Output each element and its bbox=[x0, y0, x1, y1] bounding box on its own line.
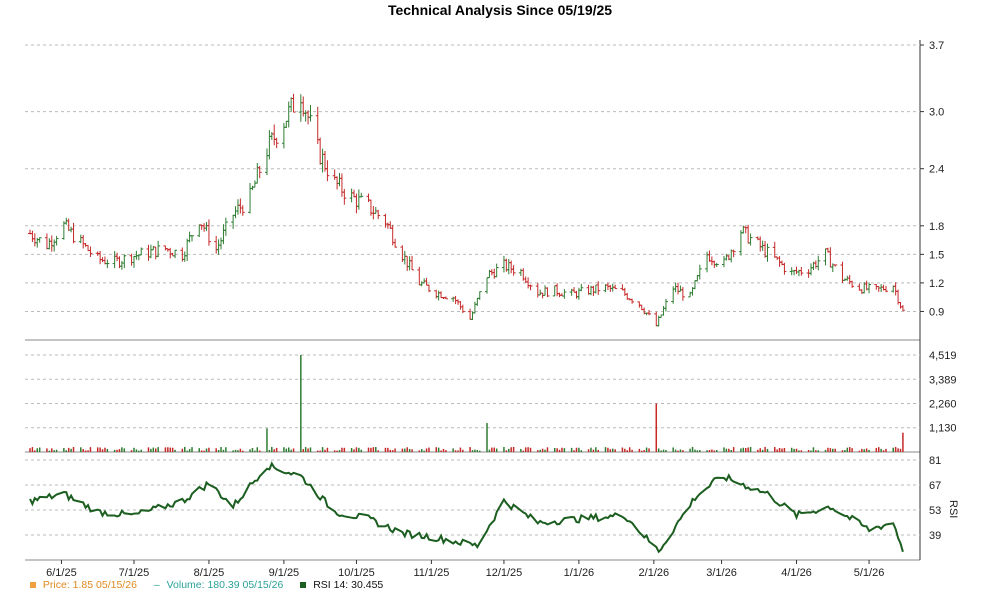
legend-price-text: Price: 1.85 05/15/26 bbox=[42, 579, 137, 591]
rsi-tick-label: 39 bbox=[929, 530, 941, 542]
rsi-tick-label: 67 bbox=[929, 480, 941, 492]
price-tick-label: 1.5 bbox=[929, 249, 944, 261]
rsi-marker-icon bbox=[300, 582, 307, 589]
price-tick-label: 0.9 bbox=[929, 306, 944, 318]
legend-rsi: RSI 14: 30.455 bbox=[300, 579, 383, 591]
rsi-line bbox=[29, 461, 904, 554]
x-tick-label: 7/1/25 bbox=[119, 567, 150, 579]
volume-tick-label: 3,389 bbox=[929, 374, 957, 386]
x-tick-label: 3/1/26 bbox=[706, 567, 737, 579]
legend-volume-text: Volume: 180.39 05/15/26 bbox=[166, 579, 284, 591]
x-tick-label: 8/1/25 bbox=[194, 567, 225, 579]
legend-rsi-text: RSI 14: 30.455 bbox=[313, 579, 384, 591]
price-tick-label: 1.2 bbox=[929, 278, 944, 290]
chart-title: Technical Analysis Since 05/19/25 bbox=[387, 2, 613, 18]
chart-legend: Price: 1.85 05/15/26 – Volume: 180.39 05… bbox=[30, 579, 397, 591]
x-tick-label: 2/1/26 bbox=[639, 567, 670, 579]
price-tick-label: 2.4 bbox=[929, 164, 944, 176]
x-tick-label: 10/1/25 bbox=[338, 567, 375, 579]
x-tick-label: 12/1/25 bbox=[486, 567, 523, 579]
x-tick-label: 9/1/25 bbox=[269, 567, 300, 579]
volume-tick-label: 2,260 bbox=[929, 398, 957, 410]
rsi-axis-label: RSI bbox=[947, 500, 959, 518]
x-tick-label: 6/1/25 bbox=[46, 567, 77, 579]
price-tick-label: 3.0 bbox=[929, 107, 944, 119]
rsi-tick-label: 81 bbox=[929, 455, 941, 467]
x-tick-label: 4/1/26 bbox=[781, 567, 812, 579]
price-marker-icon bbox=[30, 582, 36, 589]
volume-tick-label: 1,130 bbox=[929, 423, 957, 435]
price-tick-label: 1.8 bbox=[929, 221, 944, 233]
x-tick-label: 11/1/25 bbox=[413, 567, 449, 579]
price-tick-label: 3.7 bbox=[929, 40, 944, 52]
legend-volume: – Volume: 180.39 05/15/26 bbox=[154, 579, 284, 591]
x-tick-label: 1/1/26 bbox=[564, 567, 595, 579]
rsi-tick-label: 53 bbox=[929, 505, 941, 517]
volume-tick-label: 4,519 bbox=[929, 350, 957, 362]
x-tick-label: 5/1/26 bbox=[854, 567, 885, 579]
legend-price: Price: 1.85 05/15/26 bbox=[30, 579, 137, 591]
volume-marker-icon: – bbox=[153, 579, 160, 591]
